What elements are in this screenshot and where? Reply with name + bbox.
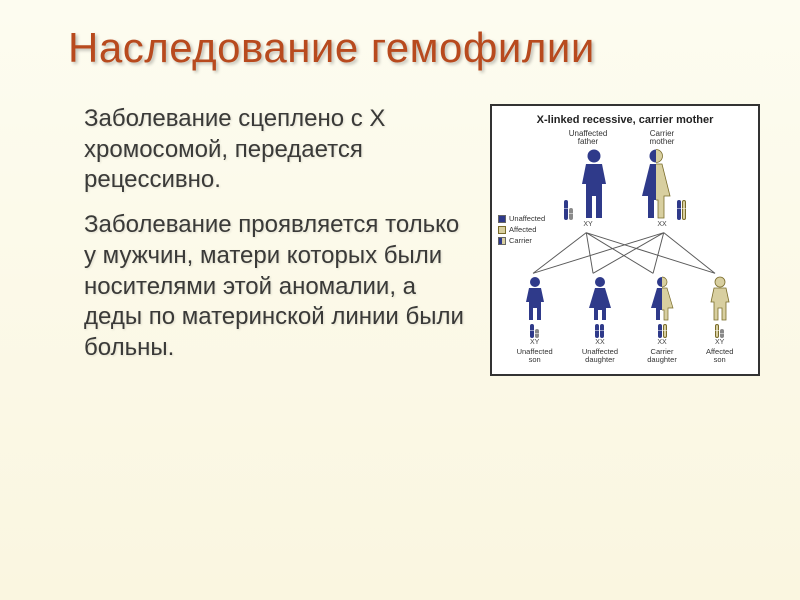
chromosome-y-icon — [535, 329, 539, 338]
chromosome-x-icon — [677, 200, 681, 220]
chromosome-x-carrier-icon — [663, 324, 667, 338]
inheritance-lines — [504, 230, 746, 276]
mother-label: Carrier mother — [650, 130, 675, 148]
child1-chromosomes — [530, 324, 539, 338]
content-row: Заболевание сцеплено с Х хромосомой, пер… — [56, 100, 760, 378]
chromosome-x-carrier-icon — [682, 200, 686, 220]
mother-figure — [638, 148, 686, 220]
chromosome-x-icon — [564, 200, 568, 220]
child-carrier-daughter: XX Carrier daughter — [647, 276, 677, 364]
chromosome-y-icon — [569, 208, 573, 220]
child3-chromosomes — [658, 324, 667, 338]
child3-l2: daughter — [647, 355, 677, 364]
children-row: XY Unaffected son — [500, 276, 750, 364]
adult-male-icon — [576, 148, 612, 220]
mother-chromosomes — [677, 200, 686, 220]
cross-lines-icon — [504, 230, 746, 276]
text-column: Заболевание сцеплено с Х хромосомой, пер… — [56, 100, 472, 378]
diagram-title: X-linked recessive, carrier mother — [500, 114, 750, 126]
chromosome-x-icon — [530, 324, 534, 338]
child1-label: Unaffected son — [517, 348, 553, 364]
father-genotype: XY — [583, 221, 592, 228]
chromosome-x-icon — [595, 324, 599, 338]
inheritance-diagram: X-linked recessive, carrier mother Unaff… — [490, 104, 760, 376]
child4-l2: son — [714, 355, 726, 364]
mother-label-l2: mother — [650, 137, 675, 146]
chromosome-x-icon — [658, 324, 662, 338]
chromosome-x-icon — [600, 324, 604, 338]
child-male-affected-icon — [707, 276, 733, 322]
father-label: Unaffected father — [569, 130, 608, 148]
diagram-column: X-linked recessive, carrier mother Unaff… — [490, 104, 760, 376]
child1-genotype: XY — [530, 339, 539, 346]
father-figure — [564, 148, 612, 220]
child4-chromosomes — [715, 324, 724, 338]
child-affected-son: XY Affected son — [706, 276, 733, 364]
child-unaffected-daughter: XX Unaffected daughter — [582, 276, 618, 364]
child4-label: Affected son — [706, 348, 733, 364]
paragraph-2: Заболевание проявляется только у мужчин,… — [56, 210, 472, 364]
child3-genotype: XX — [657, 339, 666, 346]
slide: Наследование гемофилии Заболевание сцепл… — [0, 0, 800, 600]
mother-genotype: XX — [657, 221, 666, 228]
child2-chromosomes — [595, 324, 604, 338]
child4-genotype: XY — [715, 339, 724, 346]
legend-unaffected-label: Unaffected — [509, 214, 545, 223]
chromosome-y-icon — [720, 329, 724, 338]
child2-label: Unaffected daughter — [582, 348, 618, 364]
child1-l2: son — [529, 355, 541, 364]
parent-father: Unaffected father — [564, 130, 612, 228]
slide-title: Наследование гемофилии — [68, 24, 760, 72]
father-chromosomes — [564, 200, 573, 220]
father-label-l2: father — [578, 137, 598, 146]
legend-unaffected: Unaffected — [498, 214, 545, 223]
swatch-unaffected-icon — [498, 215, 506, 223]
paragraph-1: Заболевание сцеплено с Х хромосомой, пер… — [56, 104, 472, 196]
child3-label: Carrier daughter — [647, 348, 677, 364]
parent-mother: Carrier mother — [638, 130, 686, 228]
chromosome-x-carrier-icon — [715, 324, 719, 338]
child-female-icon — [587, 276, 613, 322]
child-female-carrier-icon — [649, 276, 675, 322]
child-unaffected-son: XY Unaffected son — [517, 276, 553, 364]
child2-l2: daughter — [585, 355, 615, 364]
adult-female-icon — [638, 148, 674, 220]
child2-genotype: XX — [595, 339, 604, 346]
child-male-icon — [522, 276, 548, 322]
